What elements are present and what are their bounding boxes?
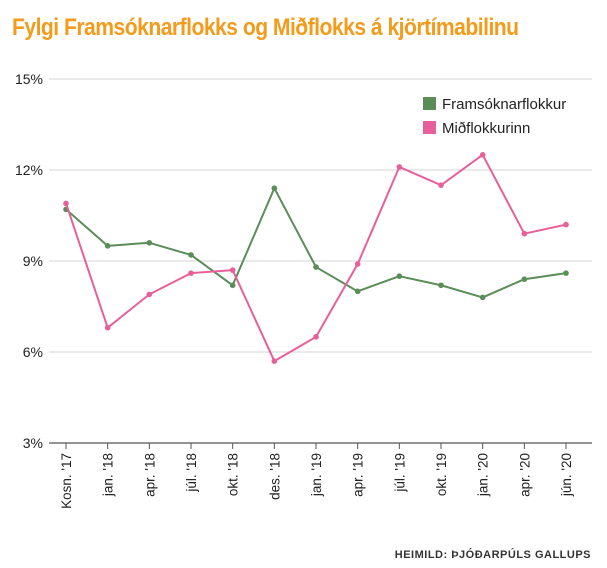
y-tick-label: 15% (15, 71, 43, 87)
data-point (563, 270, 569, 276)
x-tick-label: des. '18 (267, 453, 282, 500)
x-tick-label: apr. '19 (351, 453, 366, 497)
x-tick-label: júl. '19 (392, 453, 407, 493)
source-note: HEIMILD: ÞJÓÐARPÚLS GALLUPS (395, 548, 591, 561)
data-point (521, 276, 528, 283)
data-point (313, 334, 319, 340)
data-point (313, 264, 319, 270)
legend-swatch (423, 121, 436, 134)
data-point (438, 182, 444, 188)
x-tick-label: jún. '20 (559, 453, 574, 497)
x-tick-label: okt. '18 (226, 453, 241, 496)
data-point (229, 282, 236, 289)
data-point (563, 221, 569, 228)
data-point (396, 164, 403, 170)
data-point (271, 185, 278, 191)
y-tick-label: 3% (23, 435, 43, 451)
data-point (271, 358, 278, 364)
chart-title: Fylgi Framsóknarflokks og Miðflokks á kj… (12, 14, 519, 41)
data-point (354, 288, 361, 295)
x-tick-label: apr. '20 (517, 453, 532, 497)
x-tick-label: jan. '18 (101, 453, 116, 497)
x-tick-labels: Kosn. '17 jan. '18 apr. '18 júl. '18 okt. '1… (59, 443, 574, 509)
x-tick-label: apr. '18 (142, 453, 157, 497)
data-point (521, 230, 528, 237)
x-tick-label: jan. '20 (476, 453, 491, 497)
data-point (479, 294, 486, 301)
x-tick-label: jan. '19 (309, 453, 324, 497)
x-tick-label: júl. '18 (184, 453, 199, 493)
y-tick-label: 6% (23, 344, 43, 360)
series-lines (63, 152, 569, 364)
data-point (63, 200, 69, 207)
data-point (146, 240, 153, 246)
legend-label: Framsóknarflokkur (442, 96, 566, 113)
grid-lines (49, 78, 592, 444)
y-tick-labels: 3% 6% 9% 12% 15% (15, 71, 43, 451)
legend-swatch (423, 97, 436, 110)
legend-label: Miðflokkurinn (442, 120, 530, 137)
data-point (479, 152, 486, 158)
data-point (188, 252, 194, 258)
data-point (354, 261, 361, 267)
data-point (104, 324, 111, 331)
data-point (396, 273, 403, 279)
y-tick-label: 9% (23, 253, 43, 269)
data-point (188, 270, 194, 276)
data-point (438, 282, 444, 289)
data-point (146, 291, 153, 298)
series-line-0 (65, 187, 567, 299)
legend: Framsóknarflokkur Miðflokkurinn (423, 96, 566, 137)
series-line-1 (65, 153, 567, 363)
data-point (104, 243, 111, 249)
data-point (229, 267, 236, 273)
y-tick-label: 12% (15, 162, 43, 178)
x-tick-label: Kosn. '17 (59, 453, 74, 509)
x-tick-label: okt. '19 (434, 453, 449, 496)
